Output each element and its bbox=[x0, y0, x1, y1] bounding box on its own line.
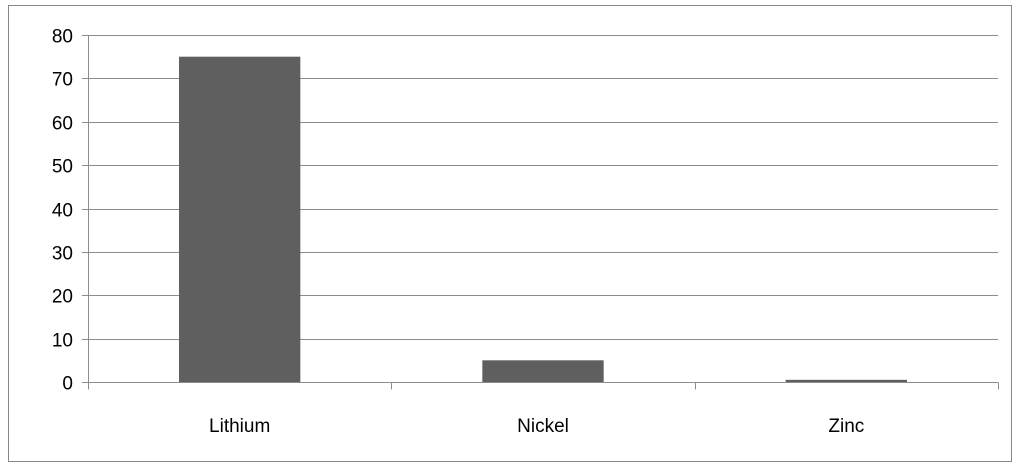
y-tick-label: 0 bbox=[62, 374, 73, 395]
y-tick-label: 30 bbox=[52, 244, 73, 265]
y-tick-label: 10 bbox=[52, 331, 73, 352]
bar-nickel bbox=[482, 360, 604, 382]
y-tick-label: 80 bbox=[52, 27, 73, 48]
y-tick-label: 40 bbox=[52, 201, 73, 222]
bar-lithium bbox=[179, 56, 301, 382]
x-category-label: Zinc bbox=[828, 416, 864, 437]
x-category-label: Nickel bbox=[517, 416, 569, 437]
y-tick-label: 60 bbox=[52, 114, 73, 135]
bar-zinc bbox=[785, 379, 907, 382]
x-category-label: Lithium bbox=[209, 416, 270, 437]
axes bbox=[82, 35, 999, 390]
y-tick-label: 70 bbox=[52, 70, 73, 91]
y-tick-label: 50 bbox=[52, 157, 73, 178]
bars bbox=[179, 56, 907, 382]
x-category-labels: Lithium Nickel Zinc bbox=[209, 416, 864, 437]
chart-frame bbox=[8, 5, 1012, 462]
y-tick-label: 20 bbox=[52, 287, 73, 308]
y-tick-labels: 0 10 20 30 40 50 60 70 80 bbox=[52, 27, 73, 395]
